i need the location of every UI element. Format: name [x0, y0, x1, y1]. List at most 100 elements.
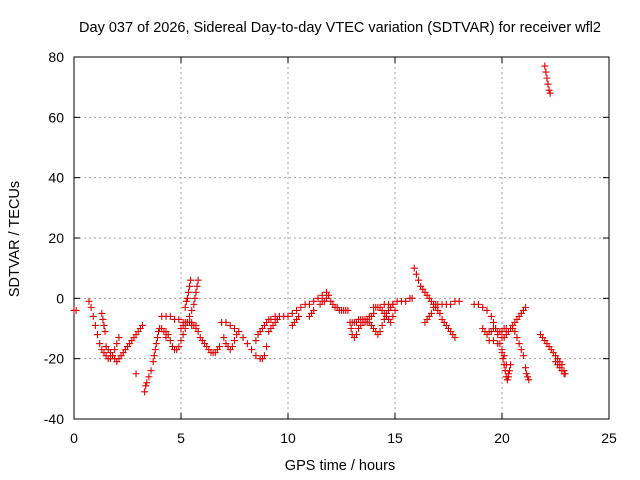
data-point [177, 337, 185, 345]
data-point [179, 331, 187, 339]
data-point [186, 312, 194, 320]
y-tick-label: 0 [56, 290, 64, 306]
series-t17 [316, 291, 352, 314]
data-point [498, 346, 506, 354]
series-t13 [252, 288, 331, 345]
data-point [152, 340, 160, 348]
data-point [489, 318, 497, 326]
data-point [231, 337, 238, 345]
data-point [186, 282, 194, 290]
data-point [113, 340, 121, 348]
data-point [233, 331, 241, 339]
series-t27 [479, 325, 510, 339]
data-point [101, 328, 109, 336]
data-point [499, 355, 507, 363]
data-point [517, 346, 525, 354]
data-point [145, 373, 153, 381]
data-point [252, 337, 260, 345]
data-point [87, 303, 95, 311]
data-point [415, 276, 423, 284]
data-point [100, 321, 108, 329]
data-point [344, 306, 352, 314]
data-point [525, 376, 533, 384]
data-point [391, 306, 399, 314]
data-point [347, 325, 355, 332]
data-point [143, 379, 151, 387]
x-tick-label: 25 [601, 430, 617, 446]
data-point [524, 373, 532, 381]
y-axis-label: SDTVAR / TECUs [7, 181, 23, 297]
series-t20 [367, 300, 397, 339]
series-t29 [498, 303, 530, 342]
data-point [166, 312, 174, 320]
data-point [181, 303, 189, 311]
x-tick-label: 10 [280, 430, 296, 446]
series-t11 [218, 318, 271, 363]
data-point [293, 306, 301, 314]
data-point [191, 294, 199, 302]
data-point [239, 334, 247, 342]
data-point [151, 346, 159, 354]
data-point [503, 376, 511, 384]
data-point [193, 282, 201, 290]
data-point [149, 358, 157, 366]
data-point [248, 346, 256, 354]
series-t33 [552, 358, 568, 378]
data-point [222, 318, 230, 326]
y-tick-label: 80 [48, 49, 64, 65]
data-point [479, 303, 487, 311]
data-point [263, 343, 271, 351]
data-point [487, 312, 495, 320]
data-point [184, 288, 192, 296]
data-point [314, 294, 322, 302]
data-point [115, 334, 123, 342]
y-tick-label: -40 [44, 411, 64, 427]
data-point [455, 297, 463, 305]
data-point [376, 328, 384, 336]
data-point [541, 62, 549, 70]
data-point [436, 309, 444, 317]
data-point [96, 340, 104, 348]
series-t3 [98, 309, 109, 336]
series-t31 [522, 364, 533, 384]
data-point [190, 300, 198, 308]
data-point [273, 315, 281, 323]
data-point [389, 312, 397, 320]
data-point [402, 297, 410, 305]
series-t14 [265, 315, 281, 336]
data-point [141, 388, 149, 396]
data-point [500, 352, 508, 360]
series-t28 [485, 337, 512, 378]
data-point [187, 276, 195, 284]
data-point [175, 343, 183, 351]
series-t10 [181, 276, 195, 311]
series-t30 [507, 325, 527, 360]
y-tick-label: 60 [48, 109, 64, 125]
data-point [91, 321, 99, 329]
data-point [546, 89, 554, 97]
x-axis-label: GPS time / hours [285, 458, 395, 474]
data-point [325, 291, 333, 299]
data-point [310, 297, 318, 305]
data-point [522, 303, 530, 311]
data-point [284, 312, 292, 320]
data-point [370, 309, 378, 317]
x-tick-label: 20 [494, 430, 510, 446]
data-point [427, 309, 435, 317]
data-point [295, 312, 303, 320]
series-t21 [370, 303, 399, 326]
series-t9 [177, 318, 224, 357]
data-point [412, 270, 420, 278]
data-point [153, 334, 161, 342]
data-point [505, 367, 513, 375]
series-t15 [288, 312, 303, 329]
data-point [228, 343, 236, 351]
data-point [175, 315, 183, 323]
data-point [220, 334, 228, 342]
data-point [194, 328, 202, 336]
data-point [288, 309, 296, 317]
data-point [305, 300, 313, 308]
series-t6 [141, 325, 170, 396]
data-point [502, 361, 510, 369]
